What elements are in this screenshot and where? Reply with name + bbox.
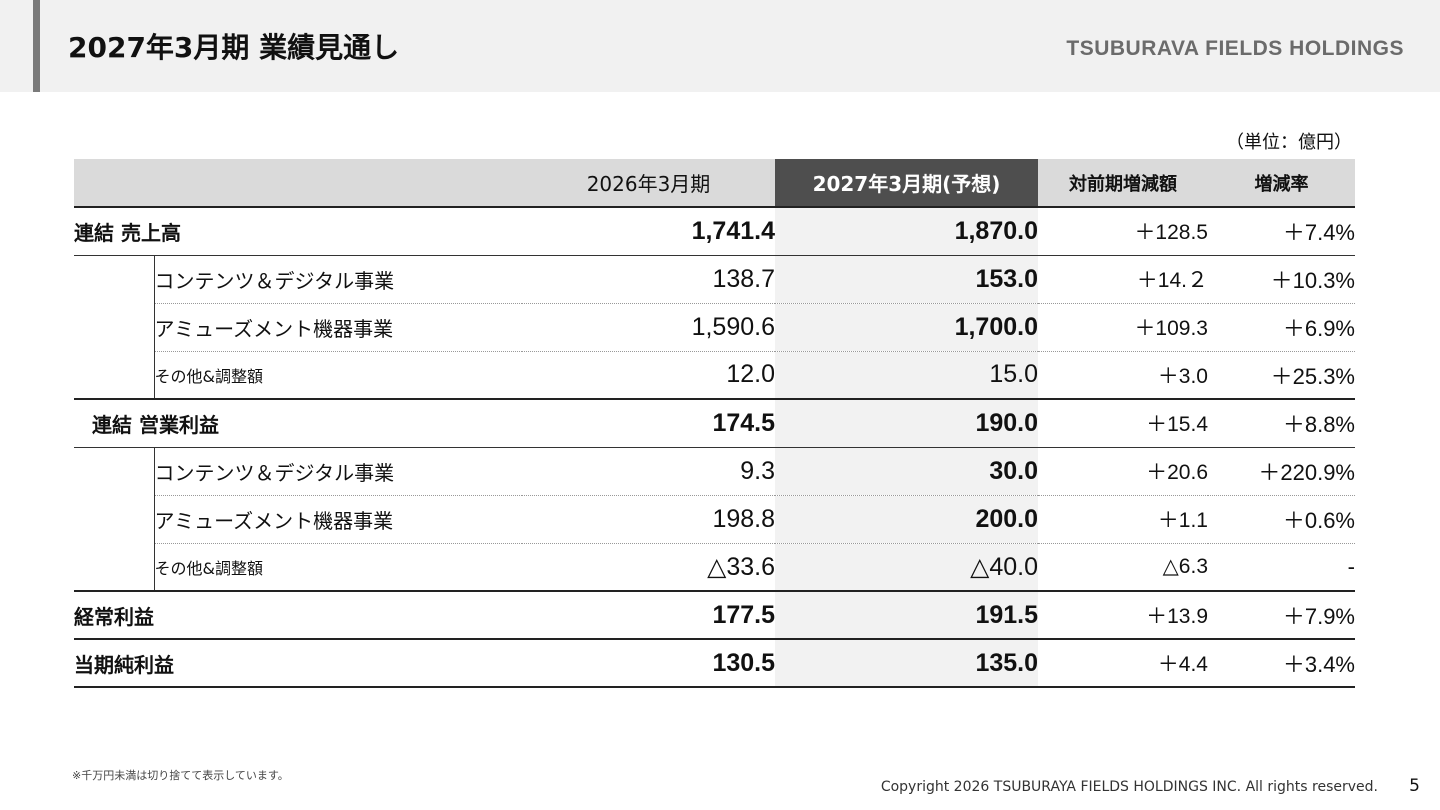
prev-value: △33.6 <box>522 543 775 592</box>
rate-value: ＋10.3% <box>1208 255 1355 304</box>
change-value: ＋109.3 <box>1038 303 1208 352</box>
prev-value: 130.5 <box>522 639 775 688</box>
rate-value: ＋25.3% <box>1208 351 1355 400</box>
row-label: その他&調整額 <box>153 543 522 592</box>
prev-value: 177.5 <box>522 591 775 640</box>
change-value: ＋1.1 <box>1038 495 1208 544</box>
prev-value: 1,741.4 <box>522 207 775 256</box>
forecast-table: 2026年3月期 2027年3月期(予想) 対前期増減額 増減率 連結 売上高 … <box>74 159 1355 688</box>
rate-value: ＋6.9% <box>1208 303 1355 352</box>
column-header-rate: 増減率 <box>1208 159 1355 208</box>
prev-value: 1,590.6 <box>522 303 775 352</box>
column-header-fy2026: 2026年3月期 <box>522 159 775 208</box>
footnote: ※千万円未満は切り捨てて表示しています。 <box>72 769 289 782</box>
prev-value: 12.0 <box>522 351 775 400</box>
prev-value: 174.5 <box>522 399 775 448</box>
copyright: Copyright 2026 TSUBURAYA FIELDS HOLDINGS… <box>880 779 1378 795</box>
column-header-change: 対前期増減額 <box>1038 159 1208 208</box>
forecast-value: 153.0 <box>775 255 1038 304</box>
forecast-value: 30.0 <box>775 447 1038 496</box>
change-value: ＋14.２ <box>1038 255 1208 304</box>
row-label: 経常利益 <box>74 591 522 640</box>
row-label: その他&調整額 <box>153 351 522 400</box>
change-value: △6.3 <box>1038 543 1208 592</box>
header-accent-bar <box>33 0 40 92</box>
table-header-row: 2026年3月期 2027年3月期(予想) 対前期増減額 増減率 <box>74 159 1355 208</box>
table-row: コンテンツ＆デジタル事業 9.3 30.0 ＋20.6 ＋220.9% <box>74 447 1355 496</box>
unit-note: （単位：億円） <box>1226 132 1352 153</box>
rate-value: ＋0.6% <box>1208 495 1355 544</box>
forecast-value: 191.5 <box>775 591 1038 640</box>
row-label: アミューズメント機器事業 <box>153 495 522 544</box>
header-band <box>0 0 1440 92</box>
row-label: アミューズメント機器事業 <box>153 303 522 352</box>
change-value: ＋3.0 <box>1038 351 1208 400</box>
row-label: 当期純利益 <box>74 639 522 688</box>
table-row: その他&調整額 △33.6 △40.0 △6.3 - <box>74 543 1355 592</box>
column-header-fy2027-forecast: 2027年3月期(予想) <box>775 159 1038 208</box>
prev-value: 198.8 <box>522 495 775 544</box>
rate-value: ＋3.4% <box>1208 639 1355 688</box>
prev-value: 9.3 <box>522 447 775 496</box>
page-title: 2027年3月期 業績見通し <box>68 31 400 64</box>
table-row: 当期純利益 130.5 135.0 ＋4.4 ＋3.4% <box>74 639 1355 688</box>
forecast-value: 1,870.0 <box>775 207 1038 256</box>
rate-value: ＋7.9% <box>1208 591 1355 640</box>
table-row: 連結 営業利益 174.5 190.0 ＋15.4 ＋8.8% <box>74 399 1355 448</box>
change-value: ＋20.6 <box>1038 447 1208 496</box>
rate-value: ＋220.9% <box>1208 447 1355 496</box>
table-row: 連結 売上高 1,741.4 1,870.0 ＋128.5 ＋7.4% <box>74 207 1355 256</box>
forecast-value: △40.0 <box>775 543 1038 592</box>
table-row: アミューズメント機器事業 1,590.6 1,700.0 ＋109.3 ＋6.9… <box>74 303 1355 352</box>
change-value: ＋13.9 <box>1038 591 1208 640</box>
row-label: コンテンツ＆デジタル事業 <box>153 255 522 304</box>
row-label: 連結 営業利益 <box>74 399 522 448</box>
change-value: ＋128.5 <box>1038 207 1208 256</box>
change-value: ＋4.4 <box>1038 639 1208 688</box>
prev-value: 138.7 <box>522 255 775 304</box>
row-label: 連結 売上高 <box>74 207 522 256</box>
rate-value: - <box>1208 543 1355 592</box>
brand-logo-text: TSUBURAVA FIELDS HOLDINGS <box>1066 37 1404 60</box>
page-number: 5 <box>1409 776 1420 796</box>
row-label: コンテンツ＆デジタル事業 <box>153 447 522 496</box>
table-row: コンテンツ＆デジタル事業 138.7 153.0 ＋14.２ ＋10.3% <box>74 255 1355 304</box>
forecast-value: 135.0 <box>775 639 1038 688</box>
rate-value: ＋7.4% <box>1208 207 1355 256</box>
change-value: ＋15.4 <box>1038 399 1208 448</box>
forecast-value: 190.0 <box>775 399 1038 448</box>
rate-value: ＋8.8% <box>1208 399 1355 448</box>
forecast-value: 15.0 <box>775 351 1038 400</box>
table-row: アミューズメント機器事業 198.8 200.0 ＋1.1 ＋0.6% <box>74 495 1355 544</box>
table-row: 経常利益 177.5 191.5 ＋13.9 ＋7.9% <box>74 591 1355 640</box>
table-row: その他&調整額 12.0 15.0 ＋3.0 ＋25.3% <box>74 351 1355 400</box>
forecast-value: 200.0 <box>775 495 1038 544</box>
column-header-label <box>74 159 522 208</box>
forecast-value: 1,700.0 <box>775 303 1038 352</box>
